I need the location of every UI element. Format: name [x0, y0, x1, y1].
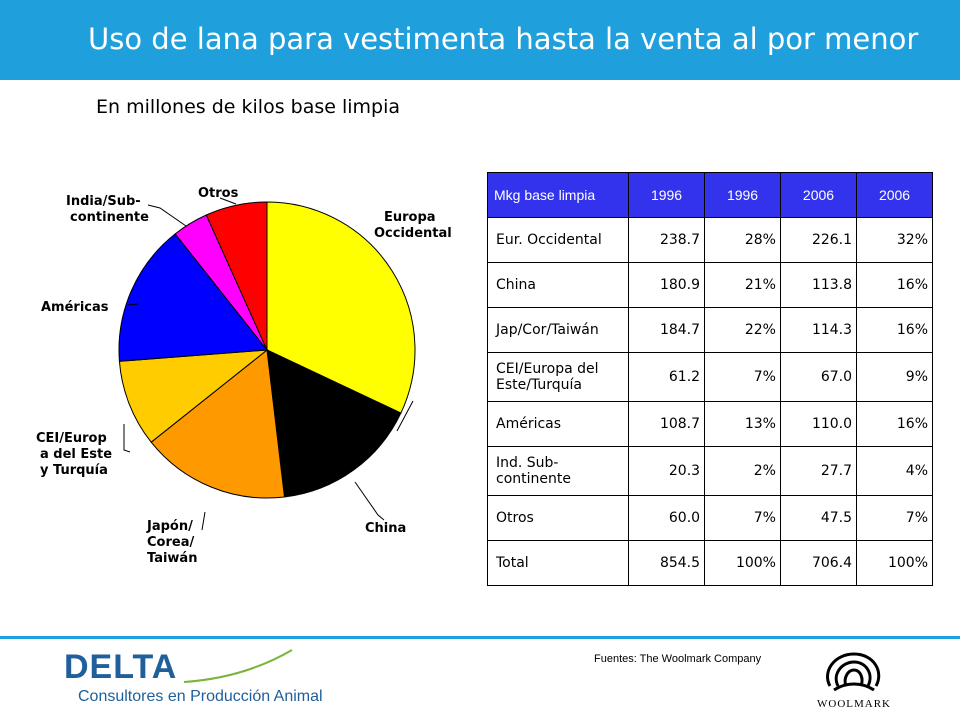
table-header-row: Mkg base limpia 1996 1996 2006 2006	[487, 172, 933, 218]
cell: 7%	[704, 495, 781, 541]
pie-slice-2	[150, 349, 286, 499]
pie-slice-3	[118, 349, 269, 443]
leader-japon	[201, 511, 206, 531]
cell: 7%	[704, 352, 781, 402]
label-china: China	[365, 521, 406, 536]
table-row: China 180.9 21% 113.8 16%	[487, 262, 933, 308]
cell: 706.4	[779, 540, 858, 586]
pie-slice-6	[205, 201, 268, 351]
cell: 100%	[704, 540, 781, 586]
table-header-1996-kg: 1996	[627, 172, 706, 218]
cell: 2%	[704, 446, 781, 496]
cell: 180.9	[627, 262, 706, 308]
cell: 32%	[856, 217, 933, 263]
label-india-2: continente	[70, 210, 149, 225]
table-row: CEI/Europa del Este/Turquía 61.2 7% 67.0…	[487, 352, 933, 402]
cell: 854.5	[627, 540, 706, 586]
footer-divider	[0, 636, 960, 639]
label-cei-3: y Turquía	[40, 463, 108, 478]
cell: 114.3	[779, 307, 858, 353]
cell: 110.0	[779, 401, 858, 447]
leader-europa	[396, 400, 414, 432]
cell: 67.0	[779, 352, 858, 402]
leader-india	[147, 204, 187, 227]
delta-swoosh-icon	[183, 649, 293, 683]
cell: 7%	[856, 495, 933, 541]
cell: 47.5	[779, 495, 858, 541]
table-row-total: Total 854.5 100% 706.4 100%	[487, 540, 933, 586]
woolmark-wordmark: WOOLMARK	[817, 698, 891, 710]
pie-slice-1	[266, 349, 402, 498]
row-label: Eur. Occidental	[487, 217, 629, 263]
label-india-1: India/Sub-	[66, 194, 141, 209]
row-label: Total	[487, 540, 629, 586]
cell: 9%	[856, 352, 933, 402]
woolmark-icon	[826, 652, 881, 692]
sources-note: Fuentes: The Woolmark Company	[594, 653, 762, 665]
cell: 27.7	[779, 446, 858, 496]
row-label: Jap/Cor/Taiwán	[487, 307, 629, 353]
header-bar	[0, 0, 960, 80]
leader-china	[354, 481, 385, 521]
delta-logo: DELTA Consultores en Producción Animal	[64, 648, 323, 710]
woolmark-logo: WOOLMARK	[816, 646, 892, 716]
table-header-1996-pct: 1996	[704, 172, 781, 218]
row-label: Ind. Sub-continente	[487, 446, 629, 496]
label-americas: Américas	[41, 300, 109, 315]
leader-cei	[123, 424, 131, 453]
label-cei-1: CEI/Europ	[36, 431, 107, 446]
page-title: Uso de lana para vestimenta hasta la ven…	[88, 22, 919, 56]
table-row: Ind. Sub-continente 20.3 2% 27.7 4%	[487, 446, 933, 496]
row-label: China	[487, 262, 629, 308]
label-cei-2: a del Este	[40, 447, 112, 462]
label-europa-2: Occidental	[374, 226, 452, 241]
cell: 21%	[704, 262, 781, 308]
cell: 13%	[704, 401, 781, 447]
cell: 28%	[704, 217, 781, 263]
pie-chart: Europa Occidental China Japón/ Corea/ Ta…	[36, 186, 452, 566]
row-label: CEI/Europa del Este/Turquía	[487, 352, 629, 402]
cell: 16%	[856, 307, 933, 353]
cell: 16%	[856, 262, 933, 308]
table-row: Jap/Cor/Taiwán 184.7 22% 114.3 16%	[487, 307, 933, 353]
table-row: Américas 108.7 13% 110.0 16%	[487, 401, 933, 447]
leader-otros	[219, 197, 237, 205]
cell: 184.7	[627, 307, 706, 353]
cell: 108.7	[627, 401, 706, 447]
page-subtitle: En millones de kilos base limpia	[96, 96, 401, 118]
cell: 100%	[856, 540, 933, 586]
table-header-label: Mkg base limpia	[487, 172, 629, 218]
data-table: Mkg base limpia 1996 1996 2006 2006 Eur.…	[487, 172, 933, 586]
delta-wordmark: DELTA	[64, 648, 178, 686]
leader-americas	[127, 303, 139, 306]
pie-slice-0	[266, 201, 416, 414]
cell: 22%	[704, 307, 781, 353]
label-japon-1: Japón/	[146, 519, 193, 534]
cell: 238.7	[627, 217, 706, 263]
label-japon-3: Taiwán	[147, 551, 197, 566]
table-header-2006-kg: 2006	[779, 172, 858, 218]
cell: 61.2	[627, 352, 706, 402]
table-row: Otros 60.0 7% 47.5 7%	[487, 495, 933, 541]
row-label: Otros	[487, 495, 629, 541]
label-otros: Otros	[198, 186, 239, 201]
cell: 16%	[856, 401, 933, 447]
row-label: Américas	[487, 401, 629, 447]
cell: 20.3	[627, 446, 706, 496]
cell: 60.0	[627, 495, 706, 541]
cell: 226.1	[779, 217, 858, 263]
cell: 113.8	[779, 262, 858, 308]
label-europa-1: Europa	[384, 210, 436, 225]
pie-slice-4	[118, 233, 268, 362]
label-japon-2: Corea/	[147, 535, 194, 550]
table-header-2006-pct: 2006	[856, 172, 933, 218]
table-row: Eur. Occidental 238.7 28% 226.1 32%	[487, 217, 933, 263]
cell: 4%	[856, 446, 933, 496]
delta-tagline: Consultores en Producción Animal	[78, 688, 323, 705]
